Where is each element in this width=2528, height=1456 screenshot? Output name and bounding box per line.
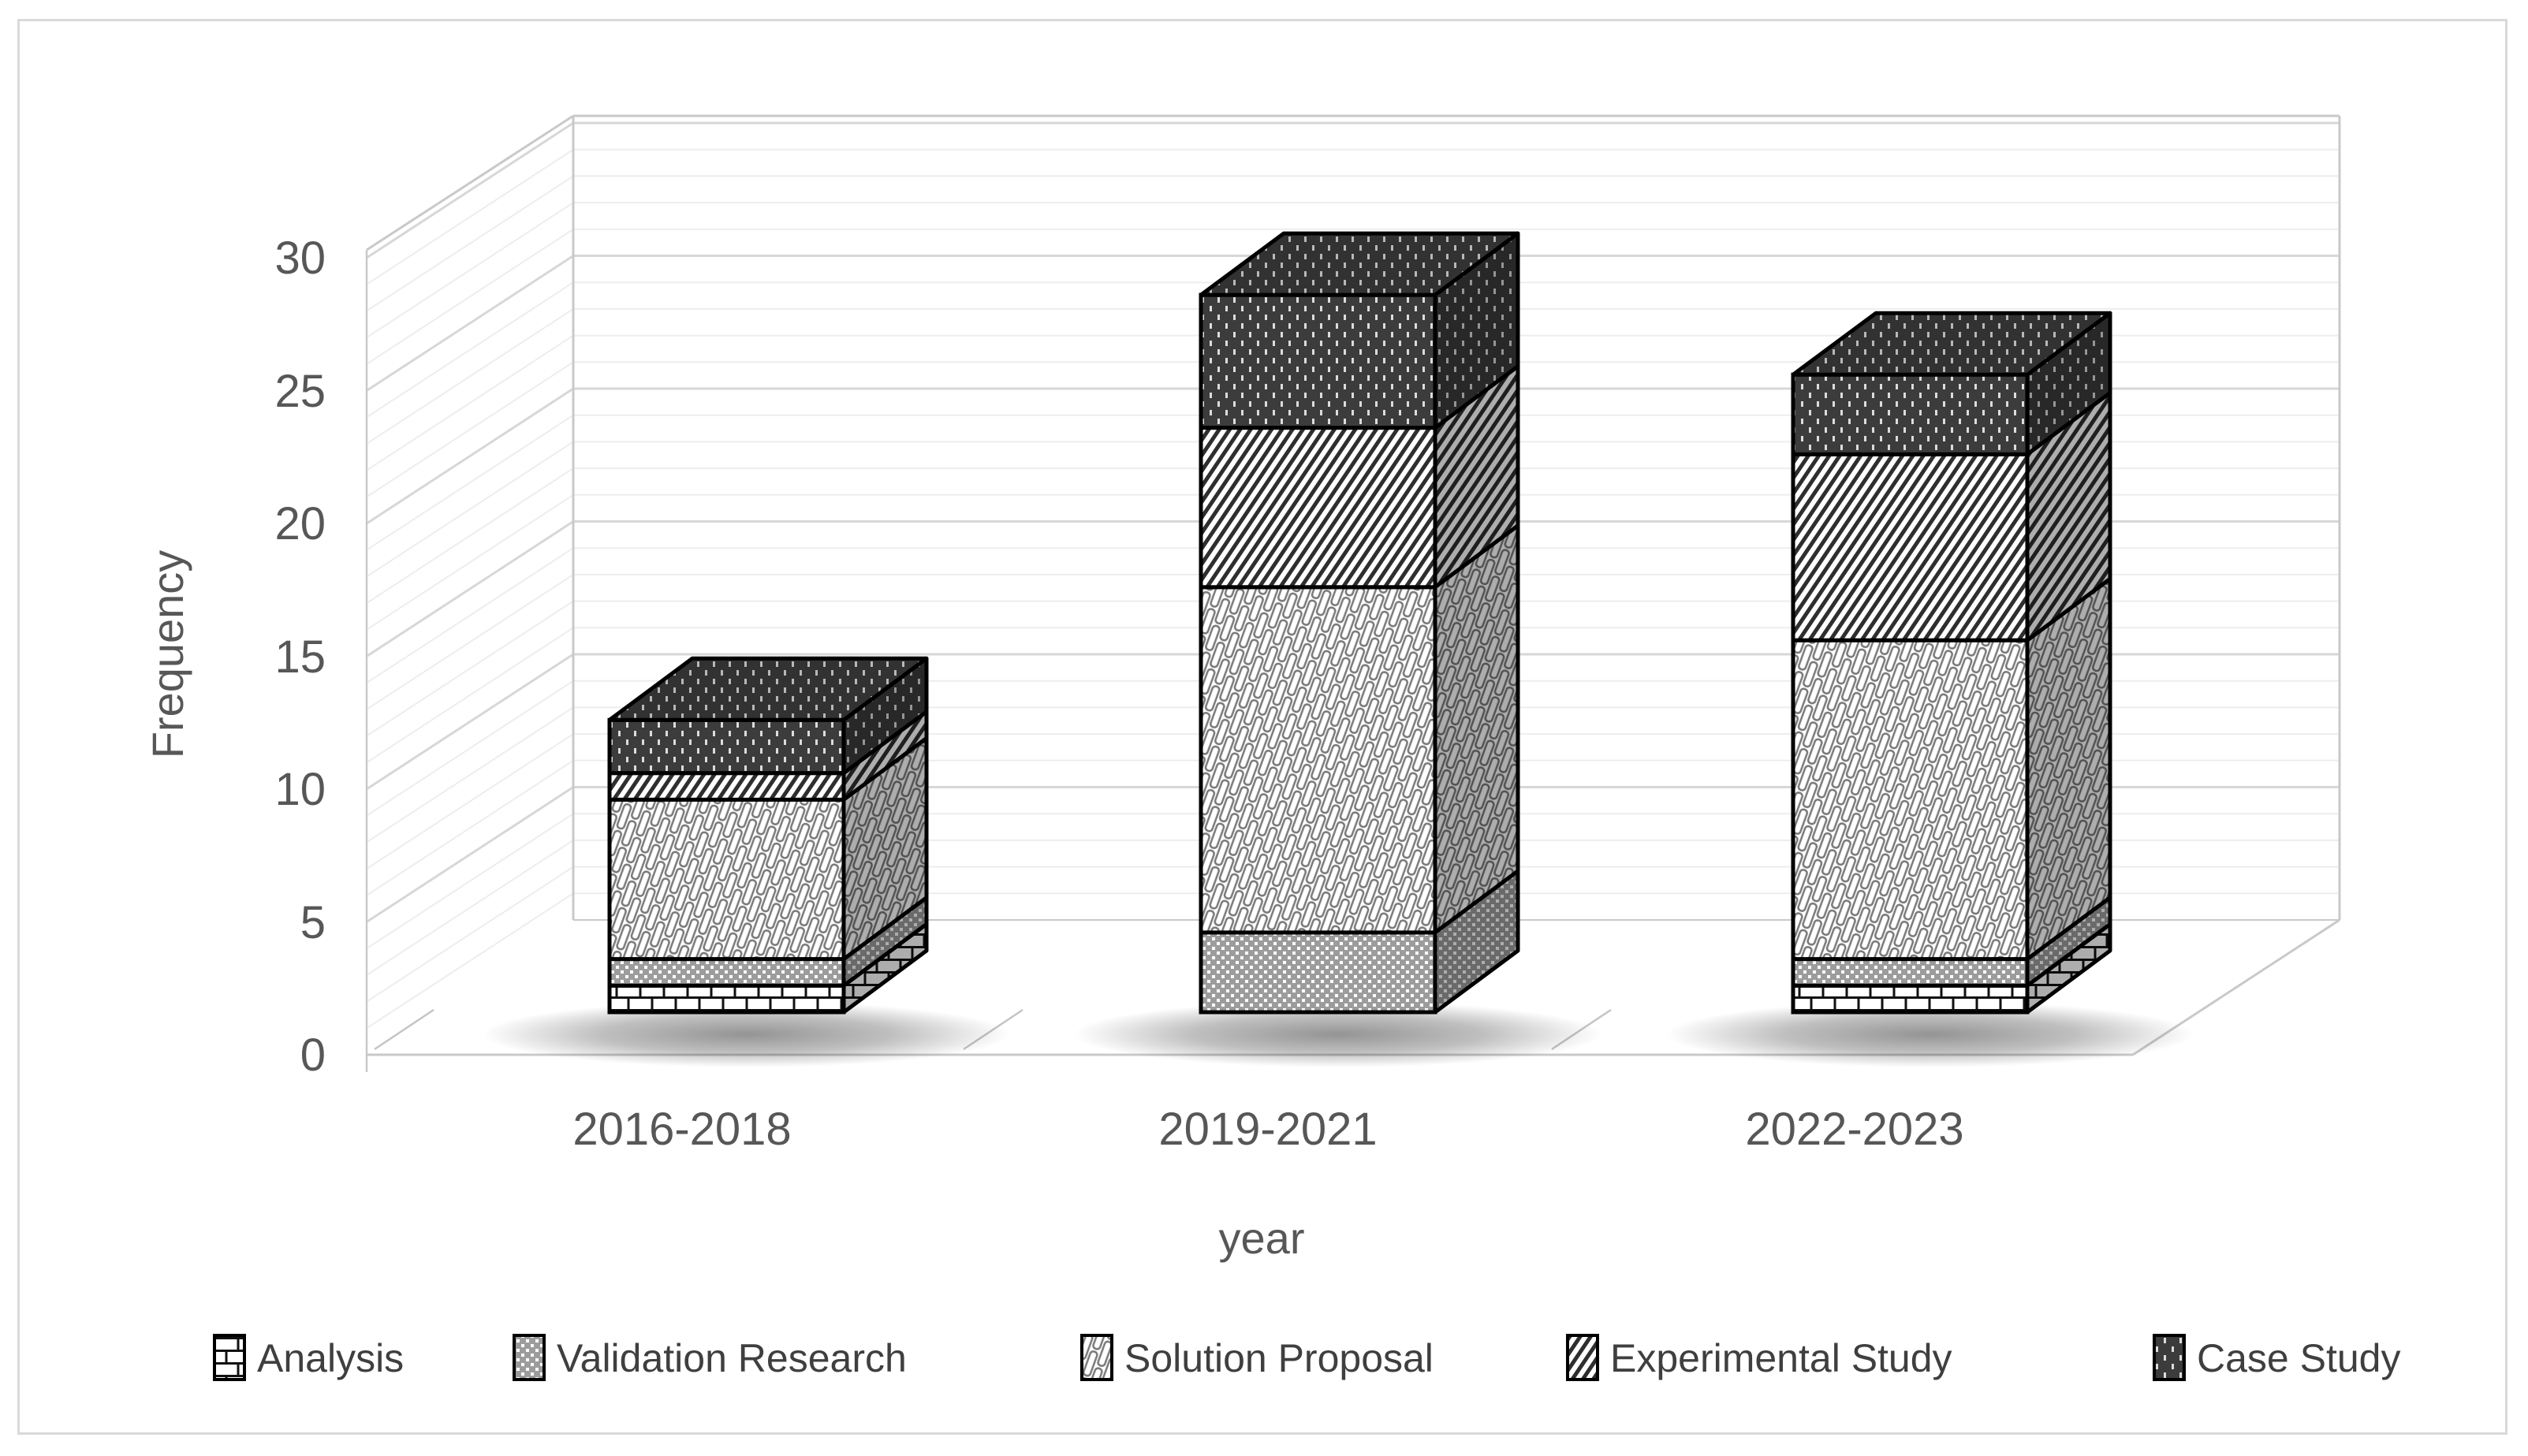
category-2016-2018: 2016-2018 — [572, 1104, 791, 1155]
minor-gridline-left-3 — [366, 840, 574, 976]
bar-segment-side-shade-2016-2018-solution-proposal — [844, 738, 927, 959]
minor-gridline-left-17 — [366, 467, 574, 604]
minor-gridline-left-28 — [366, 175, 574, 312]
bar-segment-side-shade-2019-2021-case-study — [1435, 233, 1518, 428]
bar-segment-side-shade-2016-2018-experimental-study — [844, 711, 927, 800]
minor-gridline-left-8 — [366, 706, 574, 843]
bar-segment-2019-2021-experimental-study — [1199, 426, 1437, 590]
left-wall-top-edge — [366, 114, 574, 251]
bar-segment-side-shade-2019-2021-validation-research — [1435, 870, 1518, 1012]
bar-segment-side-shade-2016-2018-case-study — [844, 658, 927, 773]
minor-gridline-left-6 — [366, 759, 574, 896]
bar-segment-2022-2023-case-study — [1791, 372, 2030, 456]
bar-segment-2022-2023-experimental-study — [1791, 452, 2030, 642]
bar-segment-2016-2018-solution-proposal — [607, 797, 846, 962]
ytick-25: 25 — [274, 366, 326, 417]
minor-gridline-left-24 — [366, 281, 574, 419]
minor-gridline-left-26 — [366, 228, 574, 365]
bar-segment-2016-2018-case-study — [607, 717, 846, 776]
minor-gridline-left-29 — [366, 148, 574, 285]
legend-label-validation-research: Validation Research — [557, 1336, 907, 1380]
major-gridline-left-15 — [366, 520, 574, 657]
bar-segment-side-shade-2019-2021-experimental-study — [1435, 366, 1518, 587]
ytick-5: 5 — [300, 897, 326, 948]
bar-top-face-2019-2021 — [1199, 231, 1520, 297]
major-gridline-left-20 — [366, 387, 574, 525]
bar-top-face-shade-2019-2021 — [1201, 233, 1518, 296]
bar-segment-side-shade-2022-2023-analysis — [2027, 924, 2110, 1012]
minor-gridline-left-18 — [366, 441, 574, 578]
bar-segment-2019-2021-case-study — [1199, 292, 1437, 430]
bar-top-face-2022-2023 — [1791, 311, 2112, 377]
bars-group — [482, 231, 2194, 1067]
minor-gridline-left-23 — [366, 308, 574, 445]
x-axis-title: year — [1219, 1213, 1305, 1263]
legend-swatch-solution-proposal-icon — [1080, 1334, 1113, 1381]
minor-gridline-left-13 — [366, 574, 574, 710]
minor-gridline-left-14 — [366, 547, 574, 684]
legend: Analysis Validation Research Solution Pr… — [213, 1334, 2400, 1381]
bar-2022-2023 — [1791, 311, 2112, 1015]
major-gridline-left-10 — [366, 653, 574, 791]
bar-segment-side-shade-2022-2023-validation-research — [2027, 897, 2110, 986]
legend-label-experimental-study: Experimental Study — [1610, 1336, 1952, 1380]
minor-gridline-left-12 — [366, 600, 574, 737]
bar-shadow-2019-2021 — [1073, 1001, 1602, 1067]
bar-segment-side-shade-2016-2018-analysis — [844, 924, 927, 1012]
minor-gridline-left-21 — [366, 361, 574, 498]
minor-gridline-left-2 — [366, 866, 574, 1003]
bar-top-face-shade-2016-2018 — [610, 658, 927, 721]
bar-segment-2016-2018-analysis — [607, 983, 846, 1015]
bar-top-face-2016-2018 — [607, 656, 929, 722]
legend-swatch-validation-research-icon — [513, 1334, 546, 1381]
bar-segment-side-shade-2016-2018-validation-research — [844, 897, 927, 986]
minor-gridline-left-9 — [366, 680, 574, 817]
category-2022-2023: 2022-2023 — [1745, 1104, 1963, 1155]
minor-gridline-left-16 — [366, 493, 574, 631]
category-2019-2021: 2019-2021 — [1158, 1104, 1377, 1155]
x-axis-category-labels: 2016-2018 2019-2021 2022-2023 — [572, 1104, 1963, 1155]
bar-2016-2018 — [607, 656, 929, 1015]
major-gridline-left-5 — [366, 786, 574, 923]
ytick-30: 30 — [274, 233, 326, 284]
legend-swatch-analysis-icon — [213, 1334, 246, 1381]
legend-label-analysis: Analysis — [257, 1336, 404, 1380]
bar-segment-2016-2018-validation-research — [607, 957, 846, 988]
bar-shadow-2016-2018 — [482, 1001, 1011, 1067]
minor-gridline-left-19 — [366, 414, 574, 551]
bar-2019-2021 — [1199, 231, 1520, 1015]
bar-segment-2019-2021-solution-proposal — [1199, 585, 1437, 935]
bar-segment-2022-2023-analysis — [1791, 983, 2030, 1015]
bar-segment-side-shade-2022-2023-experimental-study — [2027, 393, 2110, 641]
bar-top-face-shade-2022-2023 — [1793, 313, 2110, 375]
legend-label-case-study: Case Study — [2197, 1336, 2400, 1380]
major-gridline-left-30 — [366, 121, 574, 259]
minor-gridline-left-1 — [366, 892, 574, 1030]
ytick-10: 10 — [274, 764, 326, 815]
bar-segment-2019-2021-validation-research — [1199, 930, 1437, 1015]
legend-swatch-experimental-study-icon — [1566, 1334, 1599, 1381]
bar-shadow-2022-2023 — [1665, 1001, 2194, 1067]
minor-gridline-left-4 — [366, 813, 574, 950]
bar-segment-side-shade-2022-2023-solution-proposal — [2027, 579, 2110, 959]
bar-segment-2022-2023-solution-proposal — [1791, 638, 2030, 962]
ytick-0: 0 — [300, 1030, 326, 1081]
legend-swatch-case-study-icon — [2153, 1334, 2186, 1381]
bar-segment-2016-2018-experimental-study — [607, 771, 846, 802]
major-gridline-left-25 — [366, 255, 574, 392]
minor-gridline-left-7 — [366, 733, 574, 870]
legend-label-solution-proposal: Solution Proposal — [1124, 1336, 1434, 1380]
bar-segment-side-shade-2022-2023-case-study — [2027, 313, 2110, 455]
y-axis-title: Frequency — [143, 550, 192, 759]
bar-segment-side-shade-2019-2021-solution-proposal — [1435, 525, 1518, 933]
y-axis-tick-labels: 0 5 10 15 20 25 30 — [274, 233, 326, 1081]
minor-gridline-left-22 — [366, 334, 574, 471]
minor-gridline-left-11 — [366, 627, 574, 764]
ytick-15: 15 — [274, 631, 326, 683]
ytick-20: 20 — [274, 498, 326, 549]
bar-segment-2022-2023-validation-research — [1791, 957, 2030, 988]
minor-gridline-left-27 — [366, 202, 574, 338]
